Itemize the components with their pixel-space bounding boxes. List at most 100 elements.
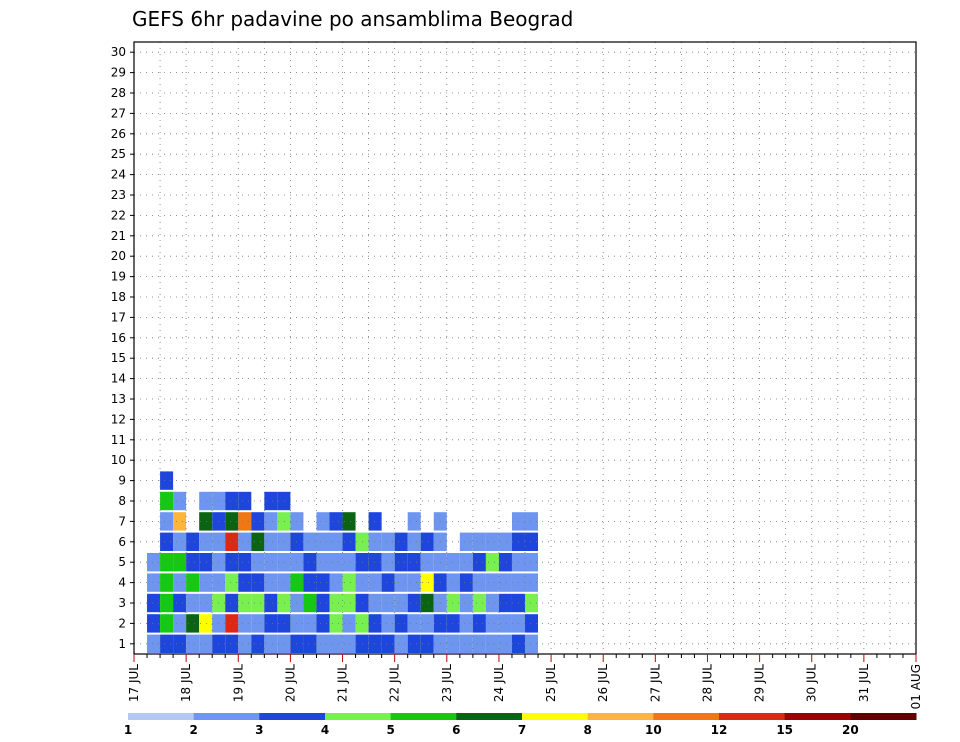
heatmap-cell bbox=[446, 573, 460, 592]
color-bar-swatch bbox=[325, 713, 392, 720]
heatmap-cell bbox=[225, 614, 239, 633]
heatmap-cell bbox=[381, 532, 395, 551]
y-tick-label: 19 bbox=[111, 270, 126, 284]
heatmap-cell bbox=[485, 532, 499, 551]
heatmap-cell bbox=[407, 532, 421, 551]
color-bar-legend: 1 2 3 4 5 6 7 8 10 12 15 20 bbox=[124, 713, 917, 737]
heatmap-cell bbox=[238, 634, 252, 653]
y-tick-label: 25 bbox=[111, 147, 126, 161]
color-bar-swatch bbox=[522, 713, 589, 720]
heatmap-cell bbox=[459, 553, 473, 572]
heatmap-cell bbox=[147, 634, 161, 653]
heatmap-cell bbox=[420, 593, 434, 613]
heatmap-cell bbox=[342, 573, 356, 592]
y-tick-label: 18 bbox=[111, 290, 126, 304]
heatmap-cell bbox=[472, 593, 486, 613]
x-tick-label: 23 JUL bbox=[440, 664, 454, 702]
y-tick-label: 7 bbox=[118, 514, 126, 528]
color-bar-label: 8 bbox=[583, 723, 591, 737]
heatmap-cell bbox=[446, 553, 460, 572]
y-tick-label: 27 bbox=[111, 106, 126, 120]
heatmap-cell bbox=[420, 532, 434, 551]
heatmap-cell bbox=[472, 553, 486, 572]
heatmap-cell bbox=[329, 553, 343, 572]
heatmap-cell bbox=[251, 634, 265, 653]
heatmap-cell bbox=[329, 512, 343, 531]
heatmap-cell bbox=[173, 512, 187, 531]
heatmap-cell bbox=[186, 634, 200, 653]
heatmap-cell bbox=[329, 573, 343, 592]
heatmap-cell bbox=[186, 614, 200, 633]
heatmap-cell bbox=[485, 553, 499, 572]
heatmap-cell bbox=[525, 512, 539, 531]
y-tick-label: 30 bbox=[111, 45, 126, 59]
heatmap-cell bbox=[277, 614, 291, 633]
heatmap-cell bbox=[368, 573, 382, 592]
heatmap-cell bbox=[173, 553, 187, 572]
x-tick-label: 21 JUL bbox=[336, 664, 350, 702]
heatmap-cell bbox=[186, 593, 200, 613]
heatmap-cell bbox=[498, 634, 512, 653]
heatmap-cell bbox=[264, 573, 278, 592]
color-bar-label: 5 bbox=[386, 723, 394, 737]
heatmap-cell bbox=[238, 512, 252, 531]
color-bar-label: 7 bbox=[518, 723, 526, 737]
y-tick-label: 12 bbox=[111, 412, 126, 426]
heatmap-cell bbox=[459, 634, 473, 653]
heatmap-cell bbox=[238, 573, 252, 592]
x-axis-ticks: 17 JUL 18 JUL 19 JUL 20 JUL 21 JUL 22 JUL 23 J… bbox=[127, 654, 923, 709]
heatmap-cell bbox=[303, 532, 317, 551]
heatmap-cell bbox=[381, 553, 395, 572]
color-bar-label: 12 bbox=[711, 723, 728, 737]
heatmap-cell bbox=[147, 573, 161, 592]
x-tick-label: 19 JUL bbox=[231, 664, 245, 702]
heatmap-cell bbox=[394, 573, 408, 592]
y-tick-label: 29 bbox=[111, 66, 126, 80]
heatmap-cell bbox=[225, 512, 239, 531]
color-bar-swatch bbox=[653, 713, 720, 720]
color-bar-label: 1 bbox=[124, 723, 132, 737]
heatmap-cell bbox=[394, 593, 408, 613]
heatmap-cell bbox=[264, 593, 278, 613]
color-bar-swatch bbox=[259, 713, 326, 720]
heatmap-cell bbox=[316, 634, 330, 653]
heatmap-cell bbox=[498, 614, 512, 633]
color-bar-swatch bbox=[587, 713, 654, 720]
heatmap-cell bbox=[160, 512, 174, 531]
heatmap-cell bbox=[147, 553, 161, 572]
heatmap-cell bbox=[368, 593, 382, 613]
heatmap-cell bbox=[485, 573, 499, 592]
heatmap-cell bbox=[316, 593, 330, 613]
heatmap-cell bbox=[342, 593, 356, 613]
heatmap-cell bbox=[238, 614, 252, 633]
heatmap-cell bbox=[225, 553, 239, 572]
heatmap-cell bbox=[199, 593, 213, 613]
heatmap-cell bbox=[342, 532, 356, 551]
y-tick-label: 3 bbox=[118, 596, 126, 610]
x-tick-label: 29 JUL bbox=[753, 664, 767, 702]
heatmap-cell bbox=[368, 553, 382, 572]
heatmap-cell bbox=[329, 532, 343, 551]
heatmap-cell bbox=[238, 553, 252, 572]
heatmap-cell bbox=[186, 532, 200, 551]
heatmap-cell bbox=[394, 532, 408, 551]
heatmap-cell bbox=[316, 573, 330, 592]
x-tick-label: 22 JUL bbox=[388, 664, 402, 702]
heatmap-cell bbox=[472, 573, 486, 592]
x-tick-label: 24 JUL bbox=[492, 664, 506, 702]
heatmap-cell bbox=[316, 614, 330, 633]
heatmap-cell bbox=[420, 634, 434, 653]
heatmap-cell bbox=[238, 532, 252, 551]
heatmap-cell bbox=[407, 614, 421, 633]
color-bar-label: 6 bbox=[452, 723, 460, 737]
color-bar-swatch bbox=[784, 713, 851, 720]
heatmap-cell bbox=[472, 532, 486, 551]
heatmap-cell bbox=[238, 593, 252, 613]
heatmap-cell bbox=[446, 593, 460, 613]
heatmap-cell bbox=[368, 512, 382, 531]
y-tick-label: 22 bbox=[111, 208, 126, 222]
y-axis-ticks: 1234567891011121314151617181920212223242… bbox=[111, 45, 134, 651]
color-bar-label: 2 bbox=[189, 723, 197, 737]
heatmap-cell bbox=[342, 553, 356, 572]
